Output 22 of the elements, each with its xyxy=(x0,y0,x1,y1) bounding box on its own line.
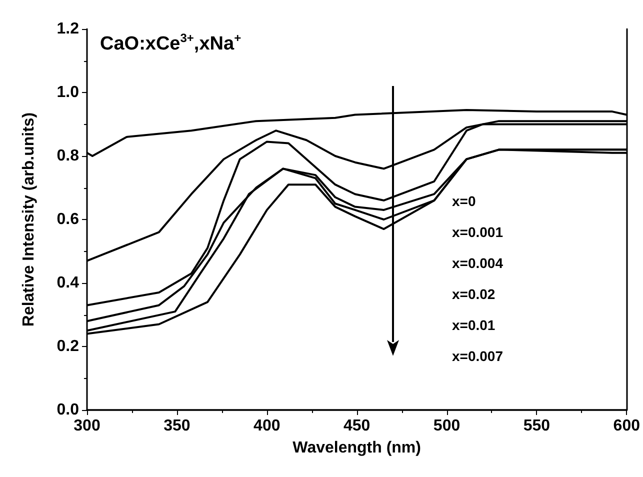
annotation: x=0.001 xyxy=(452,224,504,240)
x-tick-label: 300 xyxy=(74,418,100,434)
y-tick-label: 0.2 xyxy=(56,338,80,355)
y-tick-label: 1.0 xyxy=(56,84,80,101)
y-tick-label: 0.6 xyxy=(56,211,80,228)
x-tick-label: 500 xyxy=(433,418,460,434)
x-tick-label: 450 xyxy=(343,418,370,434)
x-tick-label: 550 xyxy=(523,418,550,434)
y-tick-label: 0.4 xyxy=(56,274,80,292)
y-axis-title: Relative Intensity (arb.units) xyxy=(20,112,38,327)
y-tick-label: 0.0 xyxy=(56,402,80,418)
annotation: x=0.004 xyxy=(452,255,504,271)
annotation: x=0.01 xyxy=(452,317,496,333)
x-axis-title: Wavelength (nm) xyxy=(292,440,421,456)
annotation: x=0.007 xyxy=(452,348,504,364)
x-tick-label: 400 xyxy=(254,418,280,434)
annotation: x=0 xyxy=(452,193,476,209)
x-tick-label: 600 xyxy=(613,418,640,434)
y-tick-label: 0.8 xyxy=(56,148,80,164)
y-tick-label: 1.2 xyxy=(56,20,80,38)
annotation: x=0.02 xyxy=(452,286,496,302)
x-tick-label: 350 xyxy=(164,418,190,434)
